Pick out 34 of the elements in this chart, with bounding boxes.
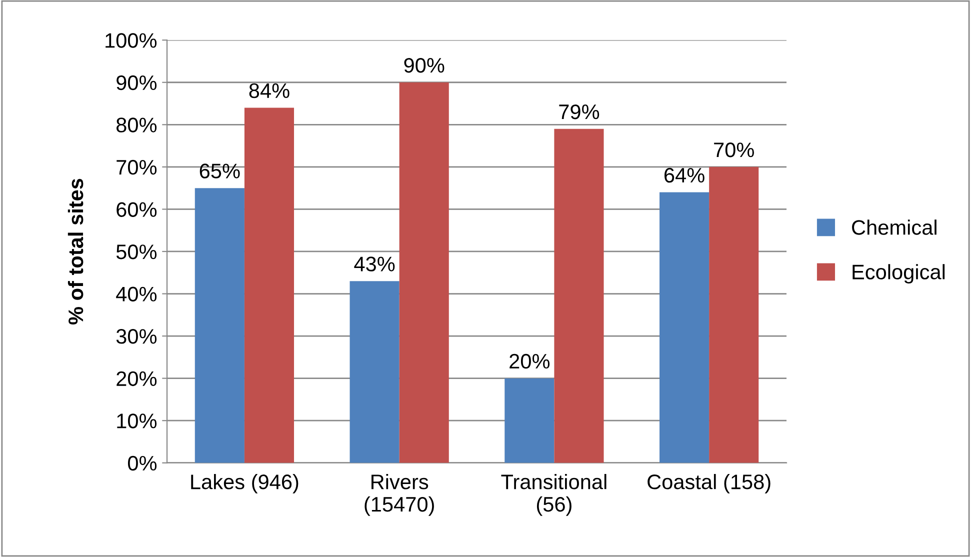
legend-label: Ecological bbox=[852, 264, 945, 284]
y-tick-label: 80% bbox=[116, 118, 157, 132]
y-tick-label: 60% bbox=[116, 202, 157, 217]
y-tick-label: 20% bbox=[116, 371, 157, 386]
bar bbox=[554, 128, 604, 463]
legend-label: Chemical bbox=[852, 220, 936, 235]
y-tick-label: 70% bbox=[116, 160, 157, 175]
data-label: 64% bbox=[664, 168, 704, 183]
data-label: 90% bbox=[404, 58, 444, 73]
x-tick-label: Lakes (946) bbox=[191, 474, 298, 494]
y-tick-label: 90% bbox=[116, 75, 157, 90]
y-tick-label: 10% bbox=[117, 414, 157, 428]
y-axis-title: % of total sites bbox=[68, 178, 84, 324]
bar bbox=[350, 281, 400, 463]
bar bbox=[244, 108, 294, 463]
data-label: 20% bbox=[510, 354, 550, 369]
y-tick-label: 100% bbox=[106, 33, 157, 48]
bar bbox=[194, 188, 244, 463]
x-tick-label: Transitional (56) bbox=[501, 474, 606, 516]
bar bbox=[504, 378, 554, 463]
data-label: 70% bbox=[714, 142, 754, 158]
x-tick-label: Coastal (158) bbox=[648, 474, 770, 494]
bar bbox=[660, 192, 710, 463]
y-tick-label: 40% bbox=[116, 286, 157, 302]
data-label: 84% bbox=[249, 83, 290, 98]
bar bbox=[709, 166, 759, 463]
y-tick-label: 0% bbox=[128, 456, 157, 471]
bar bbox=[399, 82, 449, 463]
data-label: 65% bbox=[200, 164, 240, 178]
data-label: 43% bbox=[354, 256, 395, 272]
y-tick-label: 30% bbox=[116, 329, 157, 344]
x-tick-label: Rivers (15470) bbox=[364, 474, 434, 516]
y-tick-label: 50% bbox=[116, 244, 157, 260]
data-label: 79% bbox=[559, 104, 600, 120]
